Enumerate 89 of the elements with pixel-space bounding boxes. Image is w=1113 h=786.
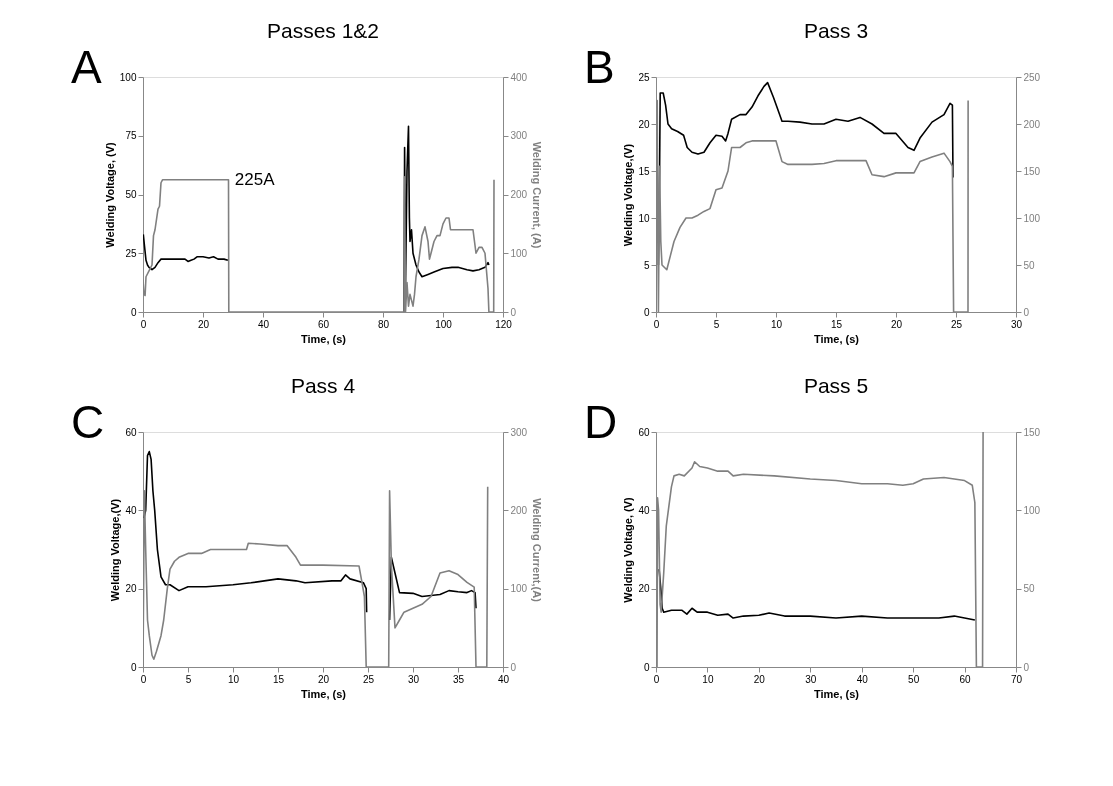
y2-tick-label: 100 — [1023, 504, 1041, 516]
y2-tick-label: 100 — [510, 583, 528, 595]
x-tick-label: 40 — [497, 673, 510, 685]
x-axis-title: Time, (s) — [300, 687, 347, 700]
y-tick-label: 25 — [638, 71, 650, 83]
text: B — [584, 41, 615, 93]
y-tick-label: 5 — [643, 259, 650, 271]
x-tick-label: 50 — [908, 673, 920, 685]
y2-tick-label: 100 — [510, 247, 528, 259]
y2-tick-label: 100 — [1023, 212, 1041, 224]
x-tick-label: 15 — [830, 318, 843, 330]
x-tick-label: 0 — [653, 673, 660, 685]
x-tick-label: 100 — [435, 318, 453, 330]
x-axis-title: Time, (s) — [300, 332, 347, 345]
y-tick-label: 50 — [125, 189, 137, 200]
y-tick-label: 100 — [119, 71, 137, 83]
y-axis-title: Welding Voltage,(V) — [622, 143, 635, 247]
x-tick-label: 20 — [197, 318, 210, 330]
x-tick-label: 10 — [227, 673, 240, 685]
y-tick-label: 15 — [638, 165, 650, 177]
x-tick-label: 25 — [950, 318, 963, 330]
y-tick-label: 0 — [130, 306, 137, 318]
x-tick-label: 60 — [317, 318, 330, 330]
y-axis-title: Welding Voltage, (V) — [103, 142, 116, 248]
x-tick-label: 5 — [713, 318, 720, 330]
y2-tick-label: 200 — [1023, 118, 1041, 130]
y-axis-title: Welding Voltage, (V) — [622, 497, 635, 603]
x-tick-label: 0 — [140, 673, 147, 685]
x-tick-label: 5 — [185, 673, 192, 685]
y2-tick-label: 150 — [1023, 426, 1041, 438]
y2-tick-label: 250 — [1023, 71, 1041, 83]
y-tick-label: 40 — [638, 504, 650, 516]
x-tick-label: 10 — [770, 318, 783, 330]
y-tick-label: 0 — [130, 661, 137, 673]
y2-tick-label: 0 — [1023, 306, 1030, 318]
y-tick-label: 10 — [638, 212, 650, 224]
y2-tick-label: 50 — [1023, 259, 1036, 271]
chart-title: Pass 4 — [290, 374, 356, 397]
chart-title: Passes 1&2 — [266, 19, 380, 42]
x-tick-label: 30 — [1010, 318, 1023, 330]
x-tick-label: 20 — [890, 318, 903, 330]
x-tick-label: 40 — [856, 673, 869, 685]
y-tick-label: 60 — [125, 426, 137, 438]
x-tick-label: 0 — [140, 318, 147, 330]
x-tick-label: 15 — [272, 673, 285, 685]
y2-axis-title: Welding Current,(A) — [531, 498, 544, 603]
x-tick-label: 10 — [702, 673, 714, 685]
text: C — [71, 396, 105, 448]
y2-tick-label: 300 — [510, 426, 528, 438]
y2-tick-label: 0 — [1023, 661, 1030, 673]
x-tick-label: 70 — [1010, 673, 1023, 685]
line-series — [658, 568, 976, 621]
y2-tick-label: 200 — [510, 189, 528, 200]
x-tick-label: 40 — [257, 318, 270, 330]
chart-title: Pass 3 — [803, 19, 869, 42]
x-axis-title: Time, (s) — [813, 687, 860, 700]
y2-tick-label: 400 — [510, 71, 528, 83]
y-tick-label: 20 — [125, 583, 137, 595]
annotation: 225A — [234, 170, 276, 190]
y-tick-label: 20 — [638, 118, 650, 130]
x-tick-label: 30 — [805, 673, 817, 685]
x-tick-label: 120 — [495, 318, 513, 330]
x-tick-label: 20 — [753, 673, 766, 685]
y-tick-label: 60 — [638, 426, 650, 438]
y-axis-title: Welding Voltage,(V) — [109, 498, 122, 602]
x-tick-label: 0 — [653, 318, 660, 330]
chart-title: Pass 5 — [803, 374, 869, 397]
x-tick-label: 80 — [377, 318, 390, 330]
y2-tick-label: 300 — [510, 130, 528, 142]
y-tick-label: 20 — [638, 583, 650, 595]
y-tick-label: 0 — [643, 661, 650, 673]
y2-tick-label: 0 — [510, 306, 517, 318]
x-tick-label: 60 — [959, 673, 972, 685]
y2-tick-label: 150 — [1023, 165, 1041, 177]
y-tick-label: 25 — [125, 247, 137, 259]
y-tick-label: 40 — [125, 504, 137, 516]
x-tick-label: 30 — [407, 673, 420, 685]
text: D — [584, 396, 618, 448]
x-axis-title: Time, (s) — [813, 332, 860, 345]
y-tick-label: 75 — [125, 130, 137, 142]
x-tick-label: 25 — [362, 673, 375, 685]
y2-tick-label: 50 — [1023, 583, 1036, 595]
y2-tick-label: 200 — [510, 504, 528, 516]
y-tick-label: 0 — [643, 306, 650, 318]
y2-tick-label: 0 — [510, 661, 517, 673]
text: A — [71, 41, 102, 93]
x-tick-label: 20 — [317, 673, 330, 685]
y2-axis-title: Welding Current, (A) — [531, 141, 544, 249]
x-tick-label: 35 — [452, 673, 465, 685]
